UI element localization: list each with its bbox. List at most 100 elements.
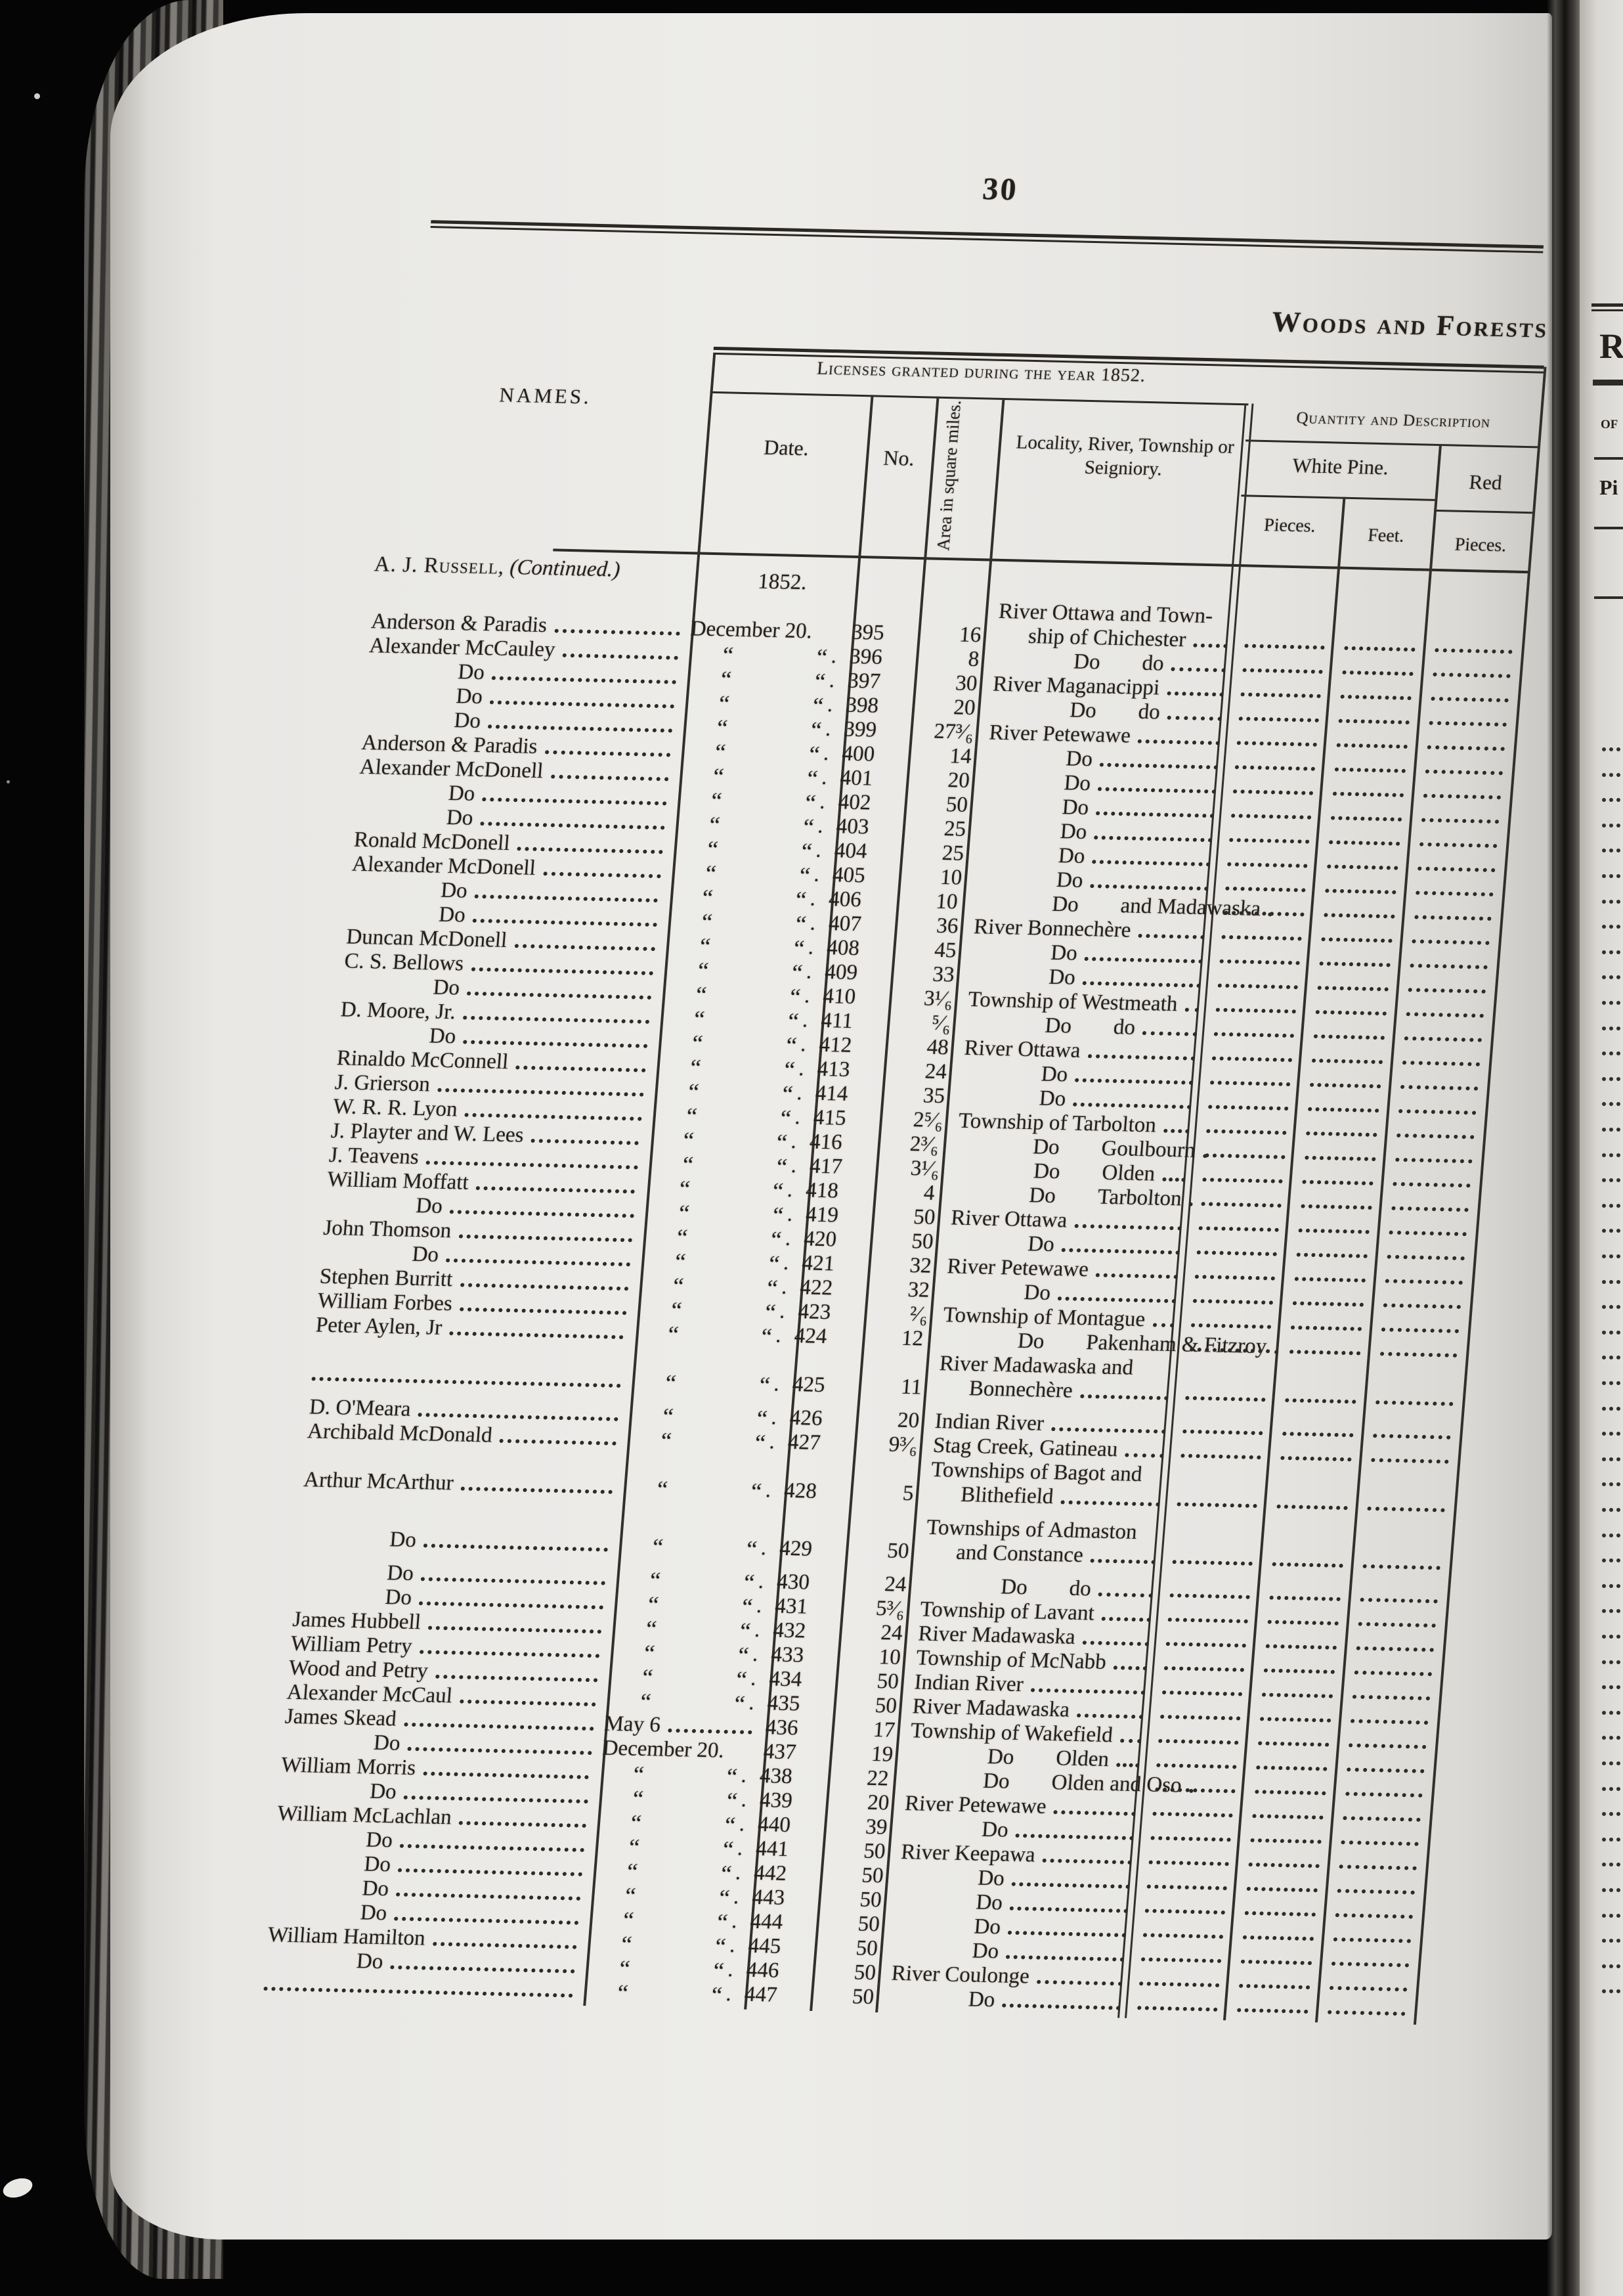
dotted-leader (1285, 1398, 1356, 1404)
licensee-name: Alexander McCaul (286, 1680, 454, 1708)
dotted-leader (1077, 1713, 1143, 1719)
license-area-cell: 16 (915, 598, 994, 648)
white-pine-feet-cell (1297, 1092, 1390, 1118)
ditto-period: . (790, 1129, 798, 1154)
dotted-leader (562, 653, 678, 660)
ditto-period: . (740, 1788, 748, 1812)
sliver-dot-row (1602, 1026, 1620, 1030)
ditto-period: . (807, 935, 815, 960)
dotted-leader (1334, 767, 1406, 773)
dotted-leader (1163, 1666, 1245, 1672)
license-area: 24 (880, 1621, 904, 1645)
license-area: 50 (874, 1694, 898, 1718)
sliver-word-of: of (1601, 412, 1618, 432)
dotted-leader (1321, 937, 1393, 943)
ditto-mark: “ (720, 666, 733, 693)
locality-subtext: Goulbourn (1100, 1136, 1197, 1162)
dotted-leader (1237, 2008, 1309, 2014)
dotted-leader (1158, 1738, 1239, 1745)
white-pine-feet-cell (1291, 1165, 1384, 1191)
white-pine-feet-cell (1234, 1897, 1326, 1923)
license-date-cell: “ “. (678, 714, 838, 743)
red-pieces-cell (1337, 1729, 1437, 1755)
white-pine-feet-header: Feet. (1367, 525, 1405, 546)
license-area-cell: 14 (906, 743, 983, 770)
dotted-leader (1404, 1036, 1482, 1042)
ditto-period: . (773, 1372, 781, 1396)
white-pine-feet-cell (1322, 777, 1414, 803)
ditto-mark: “ (741, 1593, 754, 1620)
white-pine-feet-cell (1314, 874, 1407, 900)
red-pieces-cell (1387, 1095, 1486, 1121)
dotted-leader (1419, 842, 1498, 849)
white-pine-pieces-cell (1141, 1797, 1244, 1823)
dotted-leader (1146, 1884, 1228, 1891)
ditto-period: . (755, 1593, 763, 1618)
dotted-leader (1201, 1202, 1282, 1208)
red-pieces-cell (1326, 1874, 1425, 1901)
license-number: 430 (776, 1570, 811, 1595)
license-area: 5 (901, 1481, 915, 1506)
ditto-period: . (817, 814, 825, 838)
sliver-dot-row (1602, 1076, 1620, 1081)
ditto-mark: “ (725, 1763, 739, 1790)
licensee-name: Archibald McDonald (306, 1419, 494, 1447)
license-number-cell: 429 (772, 1512, 847, 1562)
license-date-cell: December 20. (597, 1736, 758, 1763)
license-area: 9³⁄₆ (888, 1432, 919, 1457)
ditto-mark: “ (766, 1275, 779, 1302)
red-pieces-cell (1339, 1704, 1439, 1731)
top-double-rule (430, 220, 1544, 254)
dotted-leader (1391, 1206, 1469, 1212)
dotted-leader (1337, 1889, 1415, 1895)
white-pine-pieces-cell (1233, 605, 1337, 655)
locality-text: Do (1063, 771, 1092, 796)
ditto-mark: “ (745, 1535, 758, 1562)
ditto-mark: “ (691, 1030, 704, 1057)
dotted-leader (1190, 1347, 1270, 1354)
dotted-leader (1090, 1558, 1156, 1564)
ditto-mark: “ (743, 1569, 756, 1596)
ditto-mark: “ (647, 1591, 660, 1618)
license-number-cell: 420 (796, 1227, 869, 1252)
dotted-leader (1184, 1007, 1199, 1012)
license-number: 408 (826, 936, 861, 961)
dotted-leader (1371, 1458, 1449, 1464)
licensee-name: William Petry (290, 1631, 413, 1658)
license-date-cell: “ “. (629, 1320, 789, 1350)
ditto-period: . (750, 1666, 758, 1690)
white-pine-feet-cell (1259, 1581, 1351, 1607)
licensee-name: C. S. Bellows (343, 949, 465, 976)
dotted-leader (1159, 1714, 1241, 1721)
red-pieces-cell (1384, 1143, 1482, 1169)
dust-speck (7, 780, 10, 784)
sliver-dot-row (1602, 1330, 1620, 1335)
license-area: 50 (886, 1539, 910, 1564)
dotted-leader (1260, 1717, 1331, 1723)
dotted-leader (1205, 1129, 1287, 1135)
dotted-leader (1289, 1350, 1361, 1356)
dotted-leader (1433, 672, 1511, 678)
license-area: 33 (932, 962, 955, 987)
white-pine-feet-cell (1228, 1969, 1320, 1995)
license-area-cell: 17 (829, 1717, 906, 1743)
licensee-name: Alexander McDonell (351, 852, 537, 880)
license-number: 407 (827, 912, 863, 937)
dotted-leader (1075, 1078, 1193, 1085)
white-pine-feet-cell (1226, 1993, 1319, 2020)
sliver-dot-row (1602, 823, 1620, 828)
white-pine-feet-cell (1272, 1417, 1364, 1444)
dotted-leader (1267, 1620, 1339, 1625)
dotted-leader (1211, 1056, 1293, 1063)
sliver-dot-row (1602, 1128, 1620, 1132)
dotted-leader (1207, 1105, 1289, 1111)
dotted-leader (446, 1258, 630, 1267)
licensee-name: Do (389, 1528, 418, 1553)
dotted-leader (407, 1746, 592, 1755)
license-number-cell: 416 (802, 1130, 875, 1155)
dotted-leader (1148, 1860, 1230, 1866)
ditto-period: . (729, 1933, 737, 1958)
dotted-leader (1180, 1453, 1261, 1460)
license-date: December 20. (601, 1736, 725, 1763)
dotted-leader (1193, 643, 1228, 648)
